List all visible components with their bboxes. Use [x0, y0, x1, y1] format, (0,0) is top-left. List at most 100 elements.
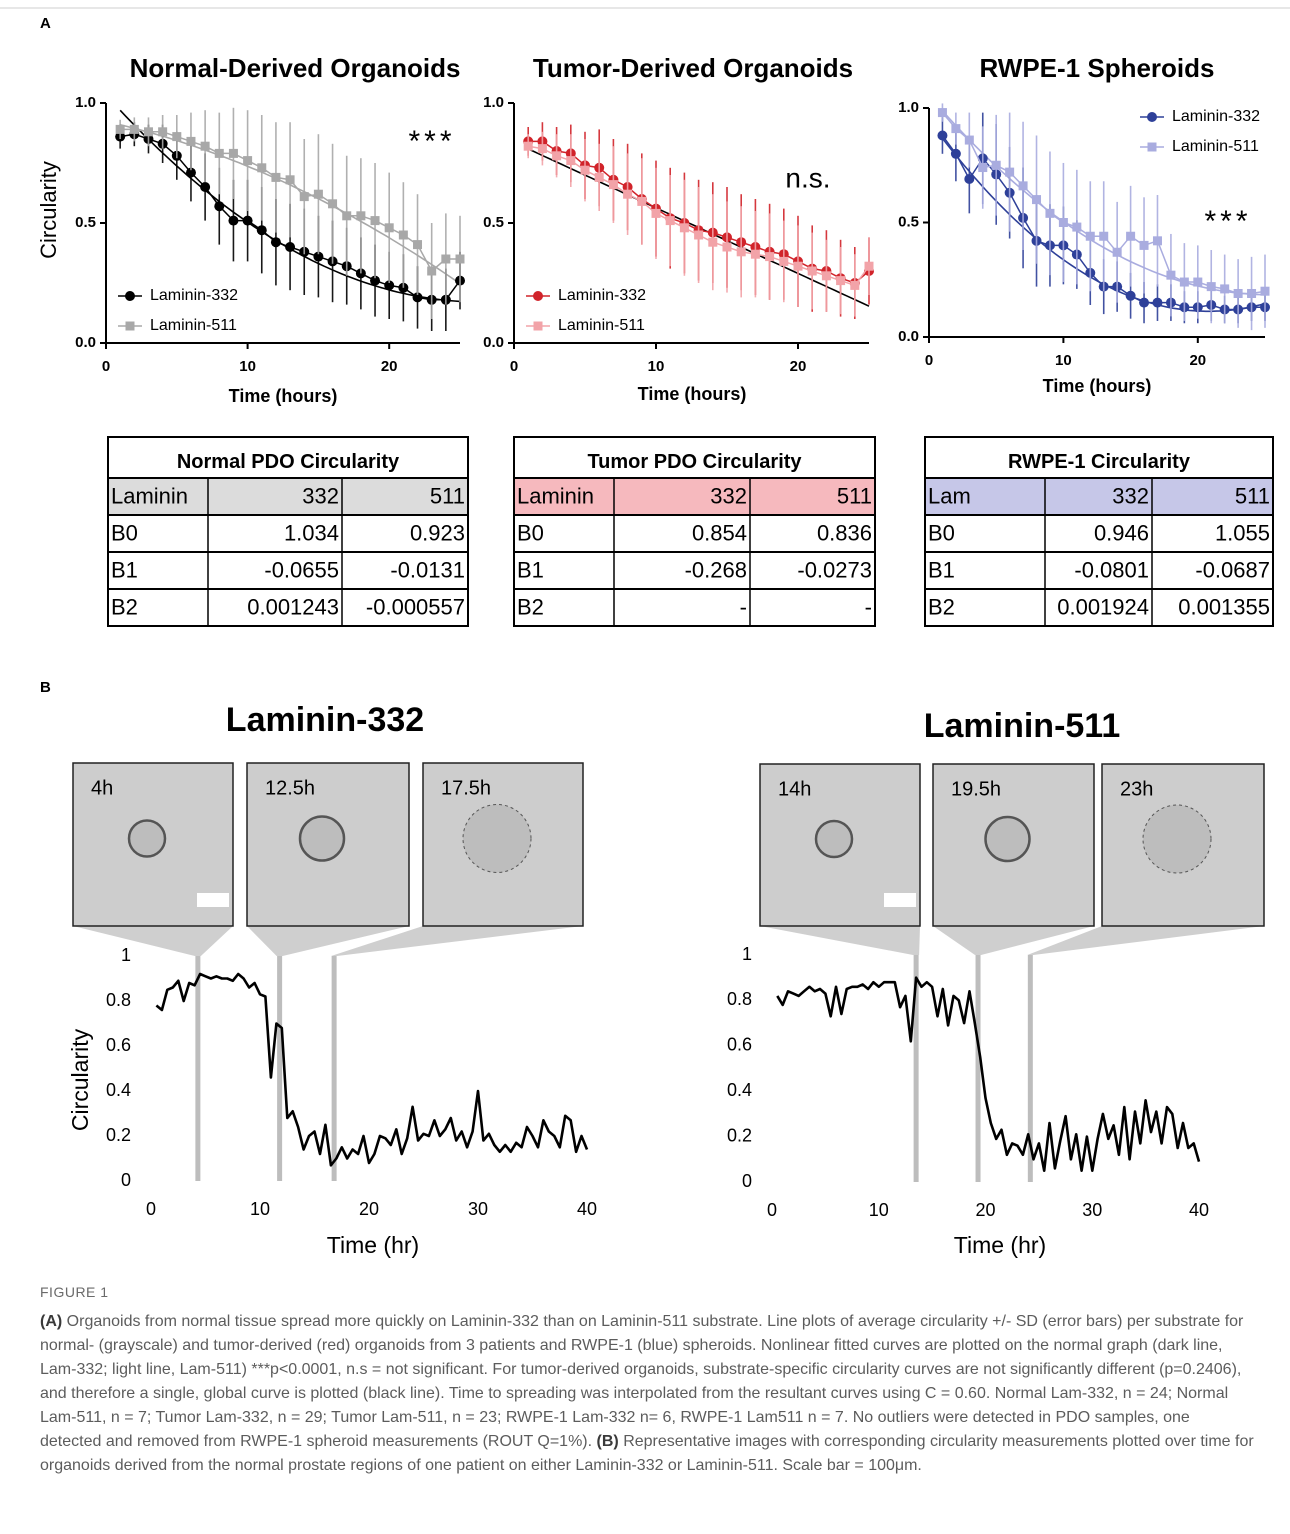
data-point: [1018, 181, 1028, 191]
table-cell: 0.001243: [247, 594, 339, 619]
data-point: [129, 124, 139, 134]
chart-title: Laminin-332: [226, 701, 424, 739]
y-tick-label: 0.8: [727, 989, 752, 1009]
legend-marker: [125, 321, 135, 331]
data-point: [1058, 218, 1068, 227]
scale-bar: [197, 893, 229, 907]
chart-title: Normal-Derived Organoids: [130, 53, 461, 83]
x-tick-label: 30: [1082, 1200, 1102, 1220]
data-point: [1220, 284, 1230, 294]
chart-title: RWPE-1 Spheroids: [979, 53, 1214, 83]
table-cell: B0: [928, 520, 955, 545]
table-cell: Laminin: [111, 483, 188, 508]
data-point: [1139, 297, 1150, 308]
figure-label: FIGURE 1: [40, 1284, 109, 1300]
x-tick-label: 20: [359, 1199, 379, 1219]
data-point: [256, 225, 267, 236]
table-cell: -0.0131: [390, 557, 465, 582]
scale-bar: [884, 893, 916, 907]
time-marker: [975, 955, 981, 1182]
data-point: [1260, 286, 1270, 296]
y-tick-label: 0.6: [106, 1035, 131, 1055]
image-connector: [933, 926, 1094, 955]
time-marker: [1027, 955, 1033, 1182]
data-point: [242, 215, 253, 226]
caption-part: Organoids from normal tissue spread more…: [40, 1313, 1244, 1450]
y-tick-label: 0.5: [483, 214, 504, 231]
chart-title: Tumor-Derived Organoids: [533, 53, 853, 83]
time-marker: [331, 956, 337, 1181]
table-cell: -0.0273: [797, 557, 872, 582]
table-cell: -: [865, 594, 872, 619]
y-axis-label: Circularity: [67, 1028, 93, 1131]
data-point: [384, 223, 394, 233]
table-cell: B0: [111, 520, 138, 545]
annotation: ***: [408, 125, 455, 158]
legend-marker: [533, 321, 543, 331]
x-tick-label: 10: [250, 1199, 270, 1219]
organoid: [462, 804, 532, 873]
y-tick-label: 0: [121, 1170, 131, 1190]
data-point: [1126, 231, 1136, 241]
x-tick-label: 0: [510, 358, 518, 375]
x-tick-label: 40: [577, 1199, 597, 1219]
legend-label: Laminin-511: [1172, 138, 1259, 155]
data-point: [1112, 247, 1122, 257]
data-point: [285, 175, 295, 185]
x-tick-label: 0: [146, 1199, 156, 1219]
data-point: [694, 230, 704, 240]
x-tick-label: 20: [790, 358, 807, 375]
table-title: Tumor PDO Circularity: [587, 451, 802, 473]
data-point: [821, 271, 831, 281]
data-point: [328, 199, 338, 209]
data-point: [679, 223, 689, 233]
image-connector: [1027, 926, 1264, 955]
data-point: [850, 280, 860, 290]
data-point: [1005, 167, 1015, 177]
data-point: [270, 237, 281, 248]
table-cell: Lam: [928, 483, 971, 508]
data-point: [143, 127, 153, 137]
table-cell: 332: [1112, 483, 1149, 508]
data-point: [623, 189, 633, 199]
annotation: ***: [1204, 205, 1251, 238]
data-point: [1179, 277, 1189, 287]
x-axis-label: Time (hours): [638, 384, 747, 404]
caption: FIGURE 1 (A) Organoids from normal tissu…: [40, 1280, 1255, 1478]
data-point: [370, 275, 381, 286]
image-connector: [247, 926, 409, 956]
data-point: [243, 156, 253, 166]
legend-label: Laminin-511: [150, 317, 237, 334]
x-tick-label: 40: [1189, 1200, 1209, 1220]
image-time-label: 14h: [778, 778, 811, 800]
data-point: [708, 237, 718, 247]
data-point: [356, 211, 366, 221]
data-point: [951, 124, 961, 134]
table-title: RWPE-1 Circularity: [1008, 451, 1191, 473]
y-tick-label: 0.2: [106, 1125, 131, 1145]
panel-label: A: [40, 15, 51, 32]
data-point: [1152, 236, 1162, 246]
table-cell: 1.034: [284, 520, 339, 545]
data-point: [552, 151, 562, 161]
table-cell: 332: [302, 483, 339, 508]
table-cell: B1: [111, 557, 138, 582]
data-point: [964, 135, 974, 145]
data-point: [257, 163, 267, 173]
data-point: [1125, 290, 1136, 301]
table-cell: -0.0655: [264, 557, 339, 582]
legend-marker: [533, 291, 543, 301]
table-border: [513, 436, 876, 627]
y-tick-label: 0.0: [75, 334, 96, 351]
legend-label: Laminin-332: [150, 287, 238, 304]
data-point: [566, 156, 576, 166]
data-point: [864, 261, 874, 271]
x-tick-label: 20: [1189, 352, 1206, 369]
data-point: [594, 172, 604, 182]
annotation: n.s.: [785, 162, 830, 193]
data-point: [413, 240, 423, 250]
data-point: [978, 163, 988, 173]
data-point: [228, 148, 238, 158]
